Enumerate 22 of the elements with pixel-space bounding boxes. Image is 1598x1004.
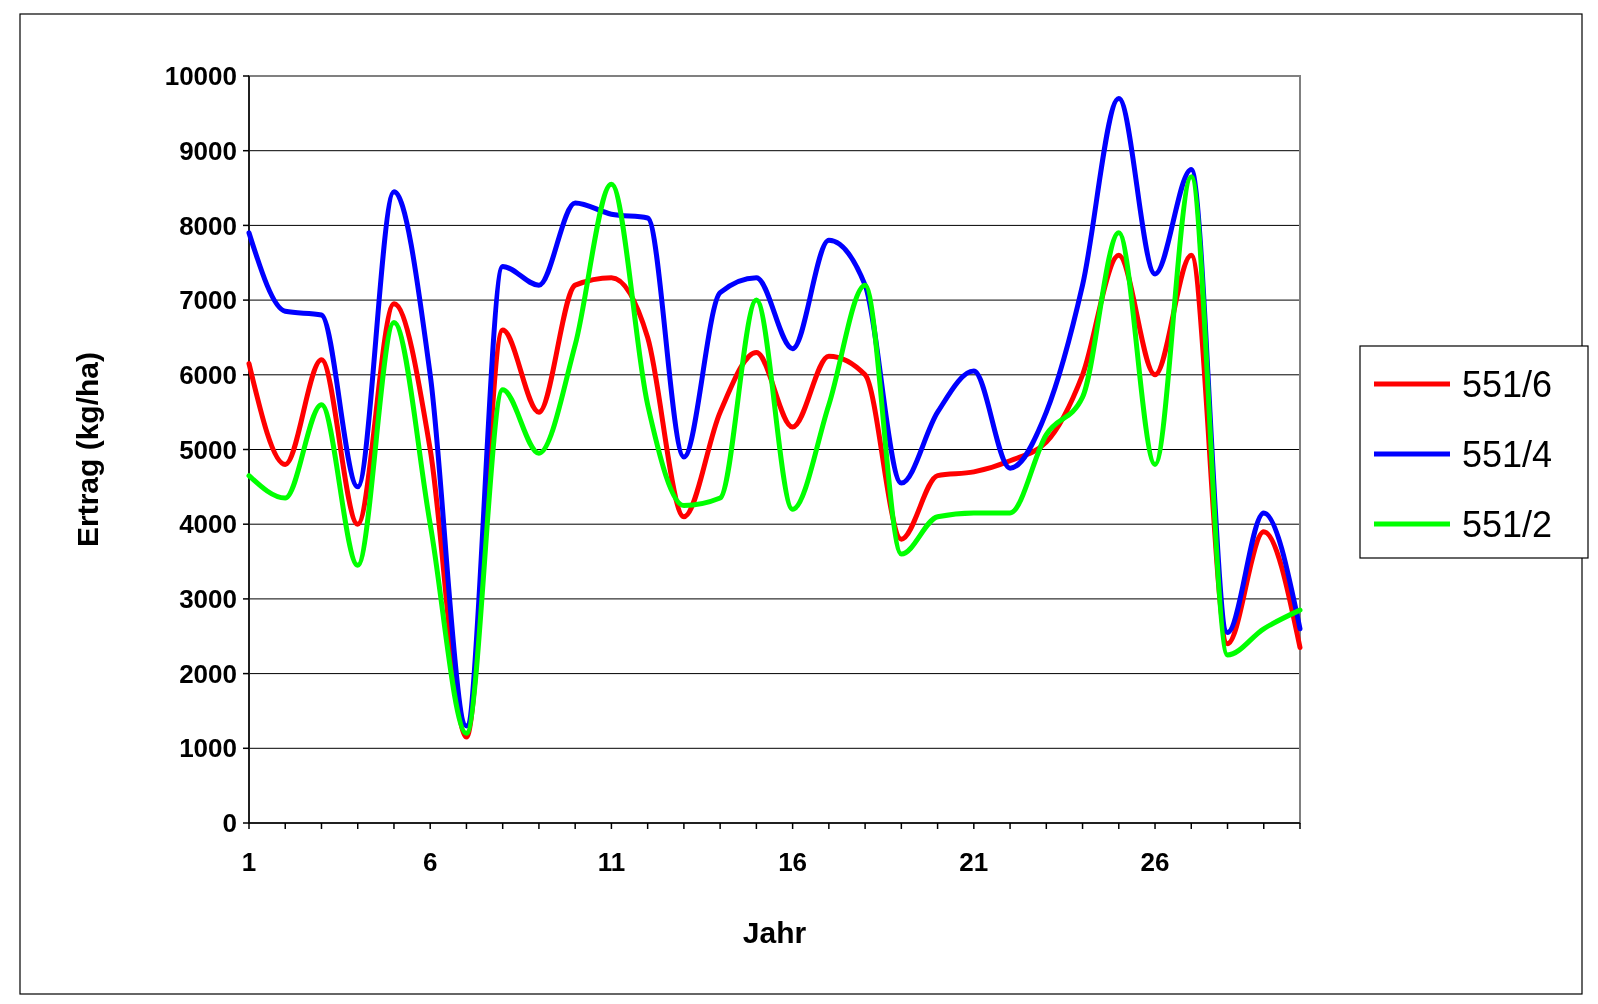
- y-tick-label: 2000: [179, 658, 237, 689]
- legend-label: 551/4: [1462, 433, 1553, 475]
- x-axis-title: Jahr: [742, 916, 807, 949]
- y-axis-title: Ertrag (kg/ha): [71, 351, 104, 548]
- y-tick-label: 0: [222, 808, 237, 839]
- x-tick-label: 1: [241, 847, 257, 877]
- y-tick-label: 10000: [164, 61, 237, 92]
- y-tick-label: 9000: [179, 135, 237, 166]
- y-tick-label: 8000: [179, 210, 237, 241]
- y-tick-label: 3000: [179, 584, 237, 614]
- y-tick-label: 6000: [179, 359, 237, 390]
- x-tick-label: 26: [1140, 847, 1170, 877]
- legend-label: 551/6: [1462, 363, 1553, 405]
- y-tick-label: 4000: [179, 509, 237, 540]
- y-tick-label: 7000: [179, 285, 237, 316]
- x-tick-label: 6: [422, 847, 438, 877]
- x-tick-label: 16: [778, 847, 808, 877]
- x-tick-label: 21: [959, 847, 989, 877]
- y-tick-label: 1000: [179, 733, 237, 764]
- legend-label: 551/2: [1462, 503, 1553, 545]
- y-tick-label: 5000: [179, 434, 237, 465]
- x-tick-label: 11: [597, 847, 626, 877]
